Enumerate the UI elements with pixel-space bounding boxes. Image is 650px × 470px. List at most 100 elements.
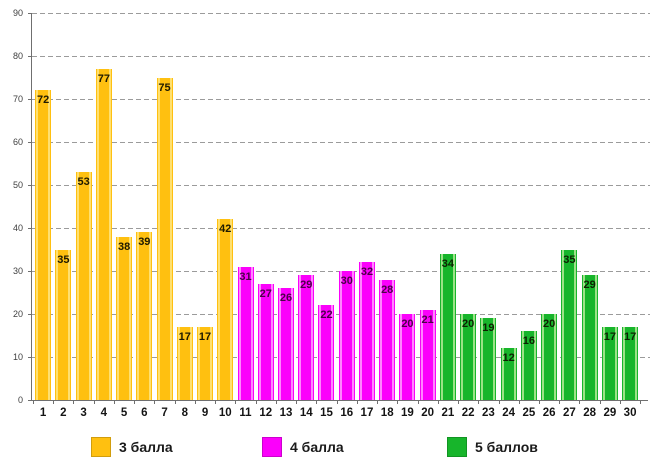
y-axis-label: 10 (12, 352, 23, 362)
x-axis-tick (397, 400, 399, 404)
x-axis-tick (599, 400, 601, 404)
bar-19 (399, 314, 416, 400)
x-axis-label-25: 25 (522, 407, 536, 419)
x-axis-tick (579, 400, 581, 404)
x-axis-label-28: 28 (583, 407, 596, 419)
x-axis-tick (417, 400, 419, 404)
x-axis-tick (498, 400, 500, 404)
x-axis-label-24: 24 (502, 407, 516, 419)
bar-27 (561, 249, 578, 400)
legend-item-3-points: 3 балла (91, 434, 173, 460)
x-axis-label-7: 7 (161, 407, 168, 419)
x-axis-line (31, 400, 648, 401)
gridline-60 (32, 142, 650, 143)
bar-14 (298, 275, 315, 400)
bar-6 (136, 232, 153, 400)
x-axis-tick (33, 400, 34, 404)
bar-value-label-1: 72 (36, 94, 50, 107)
x-axis-label-20: 20 (421, 407, 435, 419)
bar-value-label-15: 22 (320, 309, 333, 322)
bar-value-label-2: 35 (57, 253, 70, 266)
x-axis-label-11: 11 (239, 407, 252, 419)
bar-value-label-16: 30 (340, 275, 353, 287)
bar-value-label-18: 28 (381, 283, 394, 296)
bar-28 (581, 275, 598, 400)
bar-5 (116, 236, 133, 400)
y-axis-label: 0 (17, 395, 23, 405)
bar-22 (460, 314, 477, 400)
bar-value-label-3: 53 (77, 176, 90, 189)
bar-20 (419, 309, 436, 400)
y-axis-line (31, 13, 32, 400)
x-axis-tick (255, 400, 257, 404)
bar-1 (35, 90, 52, 400)
x-axis-tick (559, 400, 561, 404)
x-axis-label-21: 21 (441, 407, 455, 419)
plot-area: 0 10 20 30 40 50 60 70 80 90 72 1 35 2 53 3 77 4 38 5 39 6 75 7… (12, 8, 650, 419)
x-axis-tick (154, 400, 156, 404)
x-axis-tick (113, 400, 115, 404)
x-axis-label-18: 18 (380, 407, 394, 419)
gridline-70 (32, 99, 650, 100)
bar-value-label-5: 38 (117, 240, 131, 253)
bar-9 (197, 326, 214, 400)
y-axis-label: 40 (12, 223, 23, 233)
bar-value-label-4: 77 (97, 72, 110, 85)
bar-value-label-8: 17 (178, 330, 191, 343)
x-axis-tick (619, 400, 621, 404)
y-axis-label: 90 (12, 8, 23, 18)
bar-value-label-25: 16 (522, 335, 535, 348)
bar-16 (338, 271, 355, 400)
x-axis-tick (174, 400, 176, 404)
x-axis-tick (235, 400, 237, 404)
y-axis-label: 50 (12, 180, 23, 190)
bar-value-label-30: 17 (623, 330, 637, 343)
bar-value-label-17: 32 (360, 266, 374, 279)
x-axis-tick (377, 400, 379, 404)
x-axis-label-14: 14 (299, 407, 313, 419)
bar-23 (480, 318, 497, 400)
bar-value-label-11: 31 (239, 270, 252, 283)
y-axis-tick (28, 228, 31, 229)
x-axis-label-22: 22 (461, 407, 475, 419)
x-axis-tick (458, 400, 460, 404)
bar-value-label-14: 29 (300, 279, 313, 292)
y-axis-label: 30 (12, 266, 23, 276)
bar-12 (257, 283, 274, 400)
x-axis-tick (539, 400, 540, 404)
x-axis-label-19: 19 (401, 407, 414, 419)
y-axis-tick (28, 99, 31, 100)
legend-label-5-points: 5 баллов (475, 439, 538, 455)
bar-4 (95, 68, 112, 400)
bar-value-label-29: 17 (603, 330, 616, 343)
legend-label-4-points: 4 балла (290, 439, 344, 455)
bar-13 (278, 288, 294, 400)
x-axis-label-6: 6 (141, 407, 148, 419)
bar-value-label-20: 21 (421, 313, 434, 326)
x-axis-tick (296, 400, 298, 404)
bar-value-label-22: 20 (462, 318, 475, 330)
x-axis-label-29: 29 (603, 407, 617, 419)
x-axis-tick (93, 400, 95, 404)
x-axis-label-13: 13 (279, 407, 293, 419)
bar-7 (156, 77, 173, 400)
gridline-40 (32, 228, 650, 229)
x-axis-label-3: 3 (80, 407, 87, 419)
x-axis-tick (478, 400, 480, 404)
x-axis-label-17: 17 (360, 407, 374, 419)
x-axis-label-12: 12 (259, 407, 273, 419)
legend: 3 балла 4 балла 5 баллов (0, 434, 650, 460)
x-axis-tick (194, 400, 196, 404)
x-axis-label-30: 30 (623, 407, 637, 419)
bar-value-label-27: 35 (563, 253, 576, 266)
bar-18 (379, 279, 396, 400)
y-axis-tick (28, 357, 31, 358)
gridline-50 (32, 185, 650, 186)
x-axis-tick (437, 400, 439, 404)
x-axis-tick (53, 400, 55, 404)
y-axis-tick (28, 400, 31, 401)
gridline-90 (32, 13, 650, 14)
x-axis-label-8: 8 (181, 407, 188, 419)
x-axis-tick (73, 400, 75, 404)
bar-2 (55, 249, 72, 400)
